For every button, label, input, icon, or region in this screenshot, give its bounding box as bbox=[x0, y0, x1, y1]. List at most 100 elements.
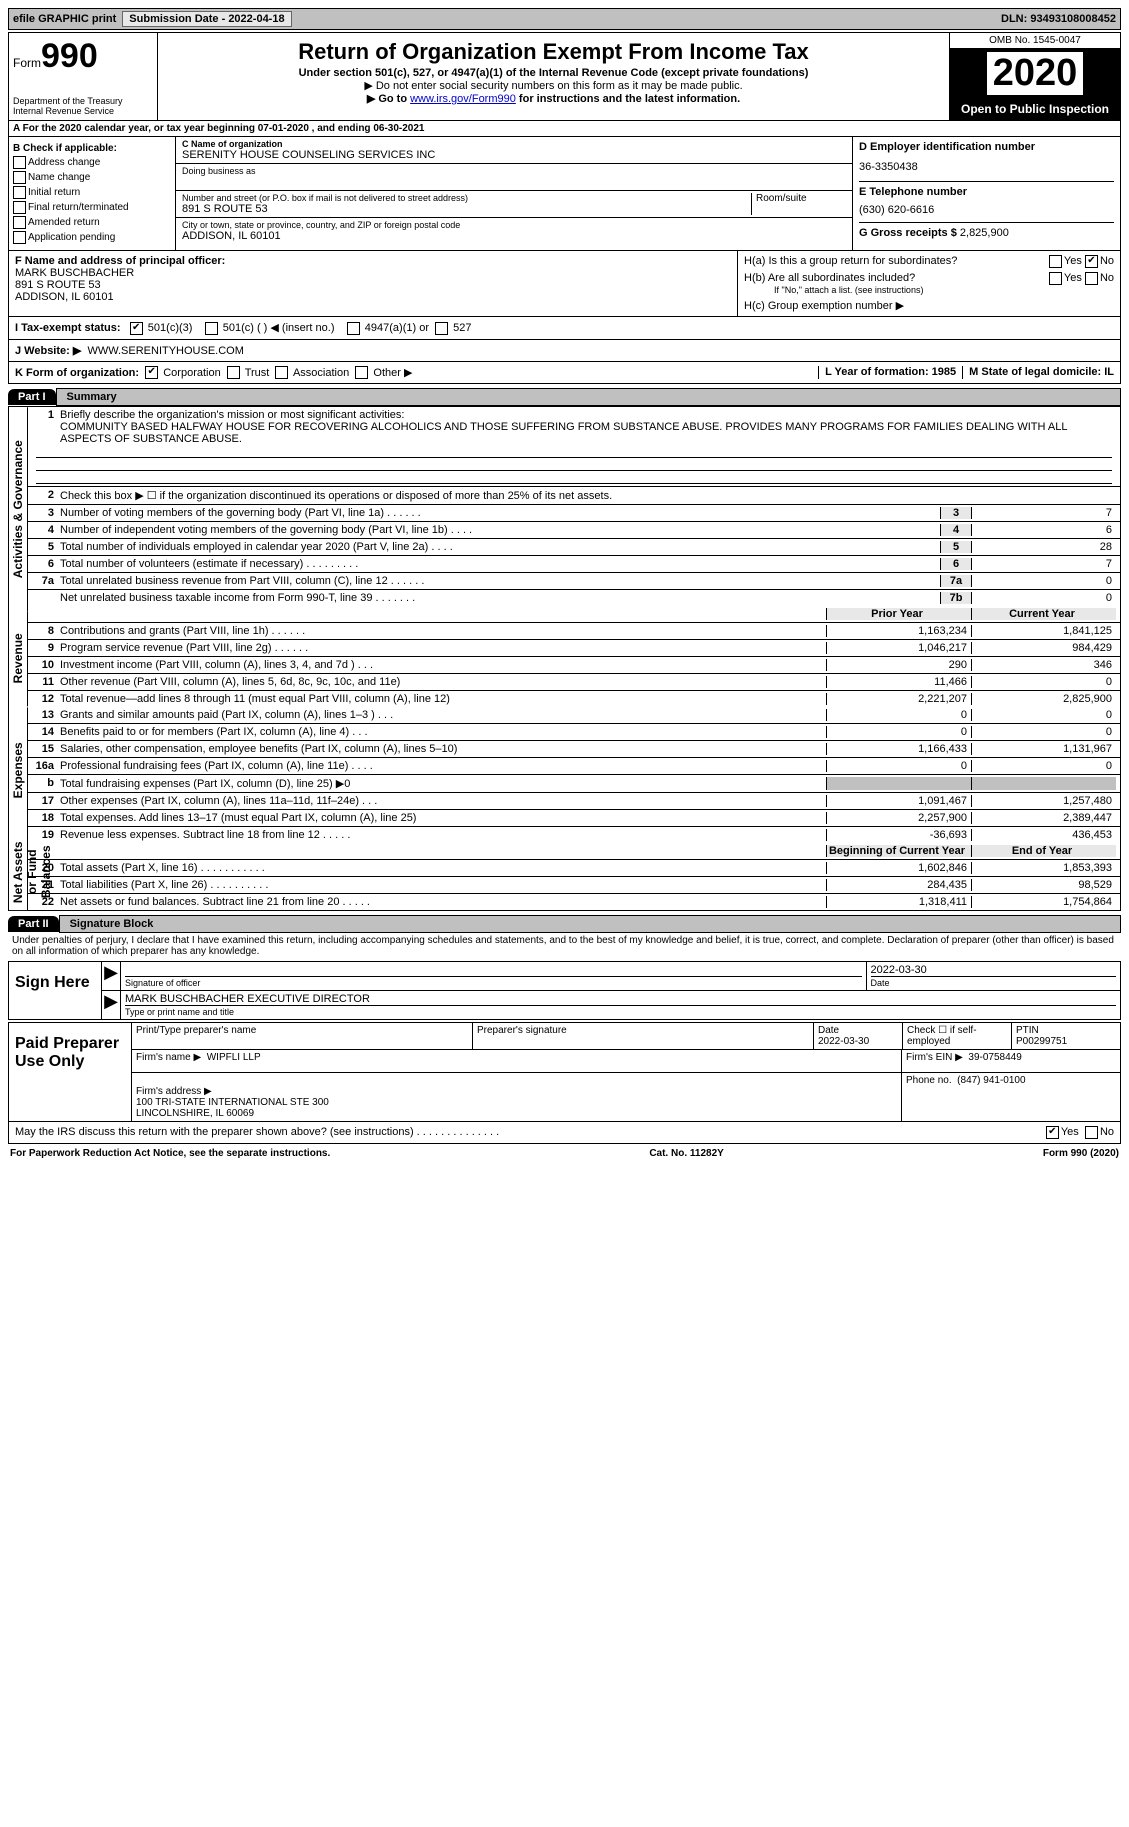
row-j: J Website: ▶ WWW.SERENITYHOUSE.COM bbox=[8, 340, 1121, 362]
hb-label: H(b) Are all subordinates included? bbox=[744, 272, 1049, 285]
prep-date: 2022-03-30 bbox=[818, 1036, 898, 1047]
hc-label: H(c) Group exemption number ▶ bbox=[744, 299, 1114, 312]
firm-phone: (847) 941-0100 bbox=[957, 1075, 1025, 1086]
cb-address[interactable] bbox=[13, 156, 26, 169]
dba-label: Doing business as bbox=[182, 166, 846, 176]
q1: Briefly describe the organization's miss… bbox=[60, 409, 404, 421]
ha-yes[interactable] bbox=[1049, 255, 1062, 268]
sign-here-block: Sign Here ▶ Signature of officer 2022-03… bbox=[8, 961, 1121, 1020]
declaration: Under penalties of perjury, I declare th… bbox=[8, 933, 1121, 959]
cb-amended[interactable] bbox=[13, 216, 26, 229]
col-c: C Name of organization SERENITY HOUSE CO… bbox=[176, 137, 852, 250]
prep-sig-label: Preparer's signature bbox=[473, 1023, 814, 1049]
officer-addr1: 891 S ROUTE 53 bbox=[15, 279, 731, 291]
cb-final[interactable] bbox=[13, 201, 26, 214]
part1-tab: Part I bbox=[8, 389, 56, 405]
part2-tab: Part II bbox=[8, 916, 59, 932]
arrow-icon: ▶ bbox=[102, 991, 120, 1019]
prep-name-label: Print/Type preparer's name bbox=[132, 1023, 473, 1049]
part1-body: Activities & Governance Revenue Expenses… bbox=[8, 406, 1121, 911]
block-bcde: B Check if applicable: Address change Na… bbox=[8, 137, 1121, 251]
org-street: 891 S ROUTE 53 bbox=[182, 203, 747, 215]
form990-link[interactable]: www.irs.gov/Form990 bbox=[410, 93, 516, 105]
end-year-hdr: End of Year bbox=[971, 845, 1116, 857]
cb-4947[interactable] bbox=[347, 322, 360, 335]
form-number: Form990 bbox=[13, 37, 153, 76]
hb-yes[interactable] bbox=[1049, 272, 1062, 285]
row-i: I Tax-exempt status: 501(c)(3) 501(c) ( … bbox=[8, 317, 1121, 340]
year-formation: L Year of formation: 1985 bbox=[825, 366, 956, 378]
footer-cat: Cat. No. 11282Y bbox=[649, 1148, 723, 1159]
cb-initial[interactable] bbox=[13, 186, 26, 199]
city-label: City or town, state or province, country… bbox=[182, 220, 846, 230]
current-year-hdr: Current Year bbox=[971, 608, 1116, 620]
gross-receipts: 2,825,900 bbox=[960, 227, 1009, 239]
cb-other[interactable] bbox=[355, 366, 368, 379]
cb-501c3[interactable] bbox=[130, 322, 143, 335]
ha-no[interactable] bbox=[1085, 255, 1098, 268]
cb-name[interactable] bbox=[13, 171, 26, 184]
self-emp: Check ☐ if self-employed bbox=[903, 1023, 1012, 1049]
part1-content: 1Briefly describe the organization's mis… bbox=[28, 407, 1120, 910]
cb-527[interactable] bbox=[435, 322, 448, 335]
vside-net: Net Assets or Fund Balances bbox=[9, 834, 28, 910]
col-b: B Check if applicable: Address change Na… bbox=[9, 137, 176, 250]
officer-label: F Name and address of principal officer: bbox=[15, 255, 225, 267]
footer-form: Form 990 (2020) bbox=[1043, 1148, 1119, 1159]
efile-label: efile GRAPHIC print bbox=[13, 13, 116, 25]
room-label: Room/suite bbox=[751, 193, 846, 215]
cb-assoc[interactable] bbox=[275, 366, 288, 379]
dept-label: Department of the Treasury Internal Reve… bbox=[13, 96, 153, 116]
footer-pra: For Paperwork Reduction Act Notice, see … bbox=[10, 1148, 330, 1159]
part1-header: Part I Summary bbox=[8, 388, 1121, 406]
part1-title: Summary bbox=[56, 388, 1121, 406]
vside-exp: Expenses bbox=[9, 707, 28, 834]
cb-501c[interactable] bbox=[205, 322, 218, 335]
discuss-no[interactable] bbox=[1085, 1126, 1098, 1139]
ha-label: H(a) Is this a group return for subordin… bbox=[744, 255, 1049, 268]
form-title: Return of Organization Exempt From Incom… bbox=[166, 39, 941, 65]
sig-officer-label: Signature of officer bbox=[125, 976, 862, 988]
ein-label: D Employer identification number bbox=[859, 141, 1035, 153]
tax-year: 2020 bbox=[950, 49, 1120, 98]
hb-no[interactable] bbox=[1085, 272, 1098, 285]
arrow-icon: ▶ bbox=[102, 962, 120, 990]
row-k: K Form of organization: Corporation Trus… bbox=[8, 362, 1121, 385]
ptin: P00299751 bbox=[1016, 1036, 1116, 1047]
submission-date: Submission Date - 2022-04-18 bbox=[122, 11, 291, 27]
row-fh: F Name and address of principal officer:… bbox=[8, 251, 1121, 317]
cb-trust[interactable] bbox=[227, 366, 240, 379]
firm-ein: 39-0758449 bbox=[968, 1052, 1021, 1063]
officer-addr2: ADDISON, IL 60101 bbox=[15, 291, 731, 303]
header-mid: Return of Organization Exempt From Incom… bbox=[158, 33, 949, 120]
q2: Check this box ▶ ☐ if the organization d… bbox=[60, 489, 1116, 502]
footer: For Paperwork Reduction Act Notice, see … bbox=[8, 1144, 1121, 1163]
discuss-yes[interactable] bbox=[1046, 1126, 1059, 1139]
website: WWW.SERENITYHOUSE.COM bbox=[87, 345, 243, 357]
cb-pending[interactable] bbox=[13, 231, 26, 244]
col-h: H(a) Is this a group return for subordin… bbox=[738, 251, 1120, 316]
org-name: SERENITY HOUSE COUNSELING SERVICES INC bbox=[182, 149, 846, 161]
gross-label: G Gross receipts $ bbox=[859, 227, 957, 239]
discuss-label: May the IRS discuss this return with the… bbox=[15, 1126, 1046, 1139]
officer-name-title: MARK BUSCHBACHER EXECUTIVE DIRECTOR bbox=[125, 993, 1116, 1005]
row-a: A For the 2020 calendar year, or tax yea… bbox=[8, 121, 1121, 137]
paid-preparer-block: Paid Preparer Use Only Print/Type prepar… bbox=[8, 1022, 1121, 1122]
prior-year-hdr: Prior Year bbox=[826, 608, 971, 620]
part2-header: Part II Signature Block bbox=[8, 915, 1121, 933]
sig-date: 2022-03-30 bbox=[871, 964, 1117, 976]
hb-note: If "No," attach a list. (see instruction… bbox=[744, 285, 1114, 295]
note-ssn: ▶ Do not enter social security numbers o… bbox=[166, 79, 941, 92]
open-inspection: Open to Public Inspection bbox=[950, 98, 1120, 120]
vside-rev: Revenue bbox=[9, 611, 28, 706]
discuss-row: May the IRS discuss this return with the… bbox=[8, 1122, 1121, 1144]
form-subtitle: Under section 501(c), 527, or 4947(a)(1)… bbox=[166, 67, 941, 79]
firm-name: WIPFLI LLP bbox=[207, 1052, 261, 1063]
cb-corp[interactable] bbox=[145, 366, 158, 379]
tel-label: E Telephone number bbox=[859, 186, 967, 198]
header-right: OMB No. 1545-0047 2020 Open to Public In… bbox=[949, 33, 1120, 120]
officer-name: MARK BUSCHBACHER bbox=[15, 267, 731, 279]
beg-year-hdr: Beginning of Current Year bbox=[826, 845, 971, 857]
c-name-label: C Name of organization bbox=[182, 139, 283, 149]
sign-here: Sign Here bbox=[9, 962, 102, 1019]
